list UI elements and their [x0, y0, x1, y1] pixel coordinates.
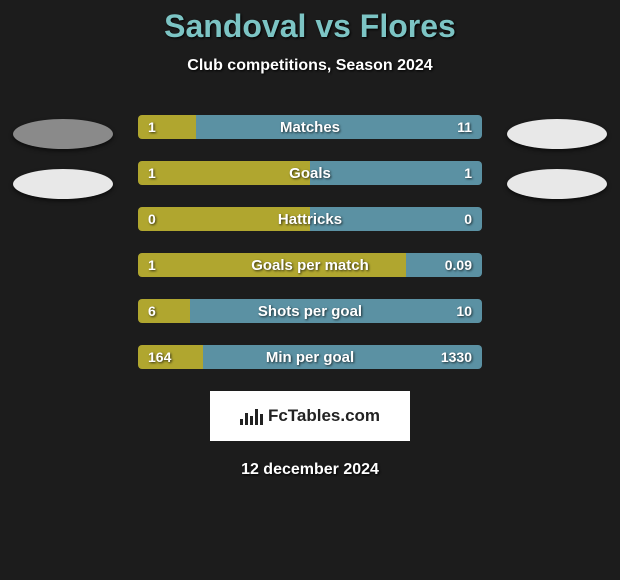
stat-row: 11Goals: [138, 161, 482, 185]
bar-segment-left: [138, 161, 310, 185]
subtitle: Club competitions, Season 2024: [0, 57, 620, 75]
ellipse-shape: [507, 119, 607, 149]
bar-segment-right: [196, 115, 482, 139]
right-player-silhouette: [502, 115, 612, 199]
bar-segment-left: [138, 345, 203, 369]
stat-row: 111Matches: [138, 115, 482, 139]
left-player-silhouette: [8, 115, 118, 199]
bar-segment-right: [406, 253, 482, 277]
bar-segment-left: [138, 299, 190, 323]
stat-row: 10.09Goals per match: [138, 253, 482, 277]
comparison-infographic: Sandoval vs Flores Club competitions, Se…: [0, 0, 620, 479]
stat-bars: 111Matches 11Goals 00Hattricks 10.09Goals p…: [138, 115, 482, 369]
logo-text: FcTables.com: [268, 406, 380, 426]
stat-row: 1641330Min per goal: [138, 345, 482, 369]
bar-segment-right: [310, 207, 482, 231]
bar-chart-icon: [240, 407, 262, 425]
bar-segment-right: [310, 161, 482, 185]
fctables-logo: FcTables.com: [210, 391, 410, 441]
ellipse-shape: [507, 169, 607, 199]
ellipse-shape: [13, 119, 113, 149]
bar-segment-right: [190, 299, 482, 323]
ellipse-shape: [13, 169, 113, 199]
date-label: 12 december 2024: [0, 461, 620, 479]
bar-segment-left: [138, 115, 196, 139]
stat-row: 610Shots per goal: [138, 299, 482, 323]
page-title: Sandoval vs Flores: [0, 8, 620, 45]
bar-segment-left: [138, 253, 406, 277]
middle-section: 111Matches 11Goals 00Hattricks 10.09Goals p…: [0, 115, 620, 369]
bar-segment-left: [138, 207, 310, 231]
bar-segment-right: [203, 345, 482, 369]
stat-row: 00Hattricks: [138, 207, 482, 231]
